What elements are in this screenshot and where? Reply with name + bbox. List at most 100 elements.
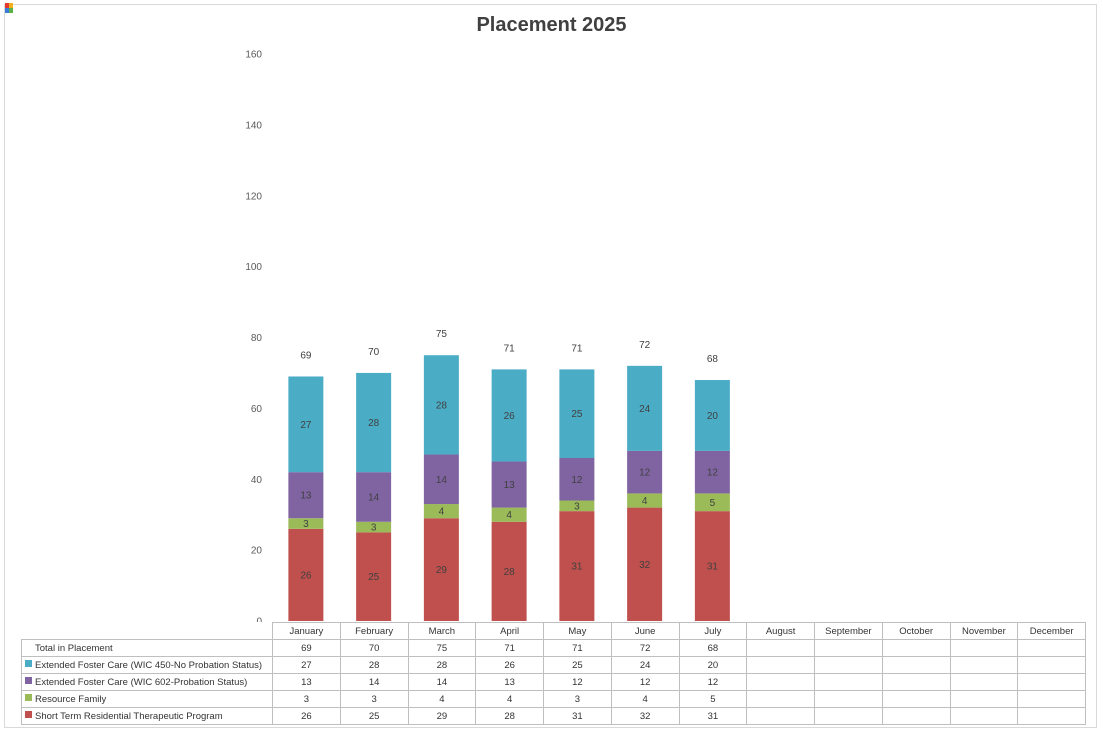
chart-title: Placement 2025 [476,14,627,36]
table-cell: 4 [610,690,680,708]
bar-segment [356,521,392,533]
bar-value-label: 12 [571,475,583,486]
category-label: November [949,622,1019,640]
table-cell: 3 [543,690,612,708]
legend-label: Extended Foster Care (WIC 602-Probation … [35,676,248,688]
table-cell: 24 [610,656,680,674]
bar-value-label: 27 [300,420,312,431]
data-table: January February March April May June July Augu… [21,622,1086,725]
table-cell: 71 [543,639,612,657]
table-row: Short Term Residential Therapeutic Progr… [21,707,1086,725]
y-tick-label: 20 [251,546,263,557]
bar-value-label: 25 [368,572,380,583]
table-row: Extended Foster Care (WIC 602-Probation … [21,673,1086,691]
table-cell: 28 [407,656,477,674]
bar-value-label: 28 [368,418,380,429]
bar-value-label: 4 [439,507,445,518]
bar-segment [491,461,527,508]
table-cell: 14 [339,673,409,691]
table-cell [814,656,883,674]
bar-segment [491,521,527,621]
total-label: 68 [707,354,719,365]
legend-label: Total in Placement [35,642,113,654]
category-label: June [610,622,680,640]
y-tick-label: 80 [251,333,263,344]
category-label: April [475,622,544,640]
bar-segment [627,450,663,494]
table-cell: 72 [610,639,680,657]
bar-segment [559,369,595,458]
legend-label: Extended Foster Care (WIC 450-No Probati… [35,659,263,671]
legend-label: Resource Family [35,693,107,705]
table-cell: 31 [543,707,612,725]
table-row: Total in Placement 69 70 75 71 71 72 68 [21,639,1086,657]
bar-value-label: 31 [571,562,583,573]
table-cell: 25 [543,656,612,674]
table-cell [1017,656,1086,674]
bar-segment [423,504,459,519]
table-row: Resource Family 3 3 4 4 3 4 5 [21,690,1086,708]
bar-value-label: 4 [642,496,648,507]
total-label: 70 [368,347,380,358]
legend-entry: Total in Placement [21,639,273,657]
bar-value-label: 31 [707,562,719,573]
bar-segment [423,518,459,621]
total-label: 69 [300,350,312,361]
total-label: 71 [571,343,583,354]
bar-segment [356,372,392,473]
table-cell [814,673,883,691]
legend-entry: Extended Foster Care (WIC 450-No Probati… [21,656,273,674]
bar-value-label: 12 [707,468,719,479]
table-cell [746,690,815,708]
y-tick-label: 160 [245,50,262,61]
bar-segment [559,457,595,501]
bar-segment [356,532,392,621]
table-cell: 70 [339,639,409,657]
table-cell: 13 [475,673,544,691]
table-cell: 69 [272,639,341,657]
legend-swatch [25,660,32,668]
bar-segment [694,493,730,512]
bar-segment [627,493,663,508]
table-cell [814,639,883,657]
table-cell: 28 [339,656,409,674]
bar-value-label: 26 [300,570,312,581]
table-cell: 20 [678,656,748,674]
y-tick-label: 0 [256,617,262,623]
bar-segment [559,511,595,621]
bar-segment [491,507,527,522]
bar-value-label: 5 [710,498,716,509]
bar-value-label: 32 [639,560,651,571]
table-cell [1017,673,1086,691]
table-cell: 71 [475,639,544,657]
table-cell [949,707,1019,725]
category-label: March [407,622,477,640]
table-cell [746,656,815,674]
table-cell: 12 [610,673,680,691]
table-cell: 26 [475,656,544,674]
table-row: Extended Foster Care (WIC 450-No Probati… [21,656,1086,674]
bar-segment [288,518,324,529]
chart-frame [4,4,1097,728]
bar-value-label: 26 [504,411,516,422]
table-cell [949,639,1019,657]
table-cell: 28 [475,707,544,725]
table-cell: 13 [272,673,341,691]
bar-segment [559,500,595,512]
bar-value-label: 24 [639,404,651,415]
table-cell [949,690,1019,708]
legend-label: Short Term Residential Therapeutic Progr… [35,710,223,722]
bar-value-label: 25 [571,409,583,420]
table-cell [746,707,815,725]
table-cell [1017,707,1086,725]
table-cell [881,656,951,674]
table-cell: 29 [407,707,477,725]
y-tick-label: 120 [245,191,262,202]
bar-segment [288,528,324,621]
total-label: 71 [504,343,516,354]
bar-segment [491,369,527,462]
bar-value-label: 3 [371,523,377,534]
bar-value-label: 4 [506,510,512,521]
legend-entry: Extended Foster Care (WIC 602-Probation … [21,673,273,691]
table-cell [1017,639,1086,657]
